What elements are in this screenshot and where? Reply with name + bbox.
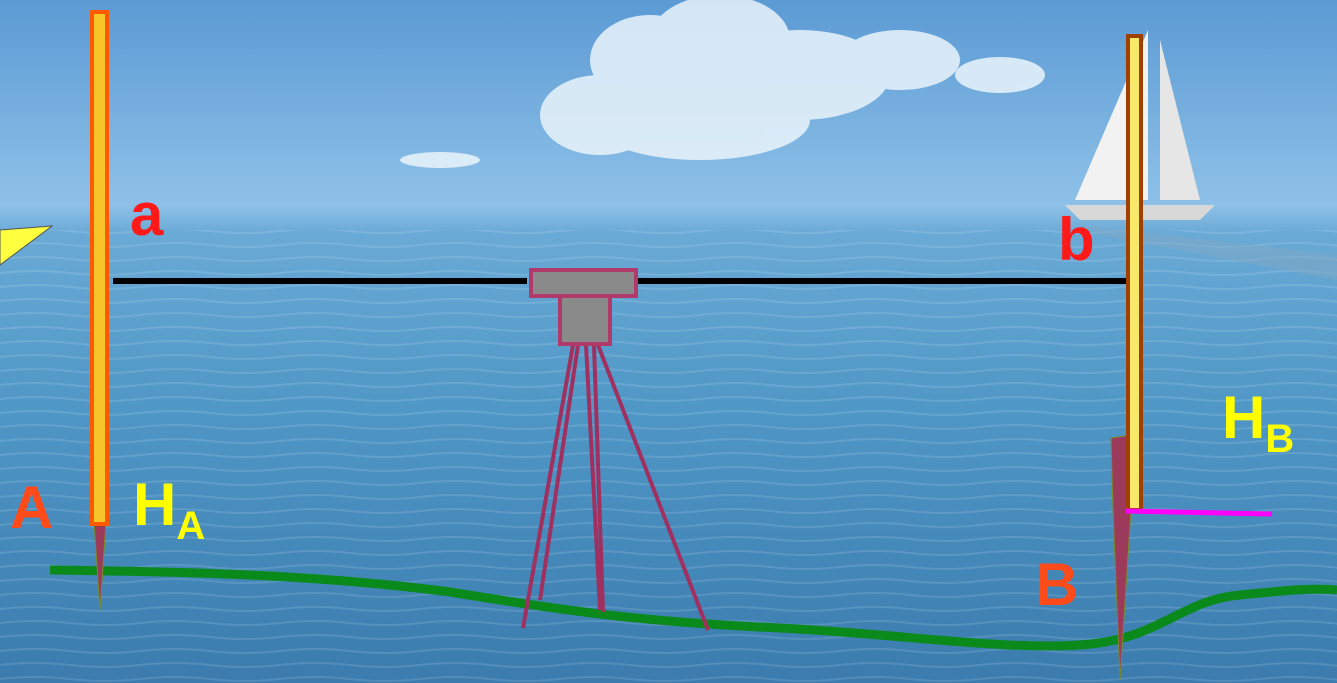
height-b-main: H bbox=[1222, 384, 1266, 451]
cloud-icon bbox=[400, 0, 1045, 168]
level-instrument-icon bbox=[529, 268, 638, 346]
height-b-label: HB bbox=[1222, 388, 1295, 461]
reading-a-label: a bbox=[130, 181, 164, 248]
height-b-subscript: B bbox=[1265, 417, 1295, 461]
point-b-label: B bbox=[1035, 551, 1079, 618]
leveling-staff-a bbox=[90, 10, 109, 611]
benchmark-line-b bbox=[1125, 508, 1273, 517]
point-a-label: A bbox=[10, 474, 54, 541]
reading-b-label: b bbox=[1058, 206, 1095, 273]
height-a-subscript: A bbox=[176, 504, 206, 548]
tripod-icon bbox=[521, 344, 710, 631]
height-a-main: H bbox=[133, 471, 177, 538]
height-a-label: HA bbox=[133, 475, 206, 548]
ground-profile bbox=[49, 565, 1337, 651]
arrow-pointer-icon bbox=[0, 225, 54, 266]
